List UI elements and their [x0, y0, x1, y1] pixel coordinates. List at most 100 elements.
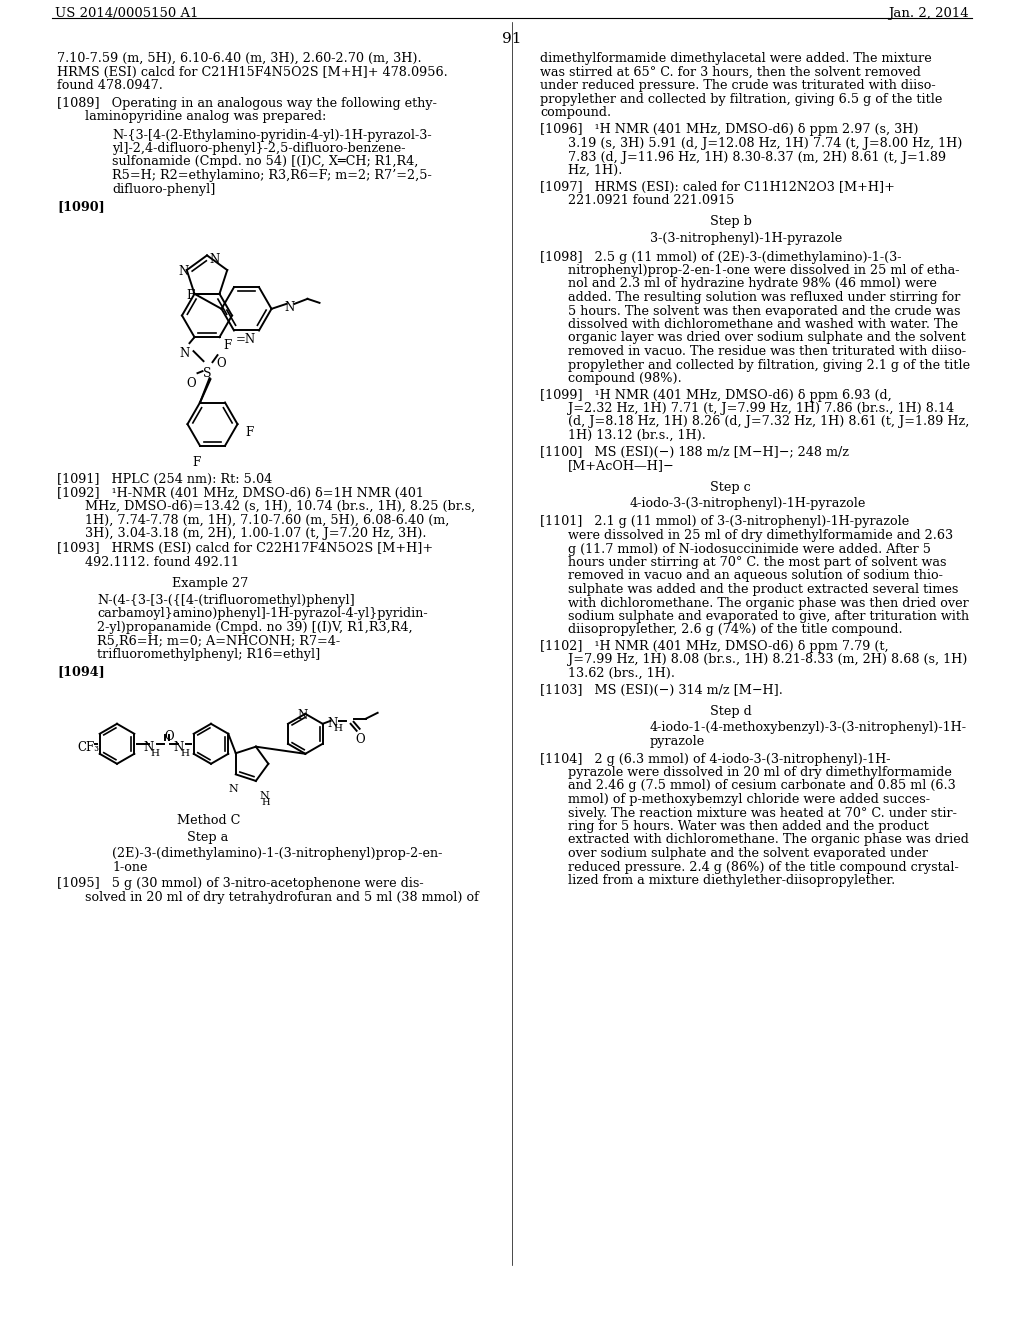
Text: propylether and collected by filtration, giving 6.5 g of the title: propylether and collected by filtration,… [540, 92, 942, 106]
Text: [1094]: [1094] [57, 665, 104, 678]
Text: propylether and collected by filtration, giving 2.1 g of the title: propylether and collected by filtration,… [568, 359, 970, 371]
Text: nitrophenyl)prop-2-en-1-one were dissolved in 25 ml of etha-: nitrophenyl)prop-2-en-1-one were dissolv… [568, 264, 959, 277]
Text: difluoro-phenyl]: difluoro-phenyl] [112, 182, 215, 195]
Text: [1103]   MS (ESI)(−) 314 m/z [M−H].: [1103] MS (ESI)(−) 314 m/z [M−H]. [540, 684, 783, 697]
Text: removed in vacuo and an aqueous solution of sodium thio-: removed in vacuo and an aqueous solution… [568, 569, 943, 582]
Text: sulfonamide (Cmpd. no 54) [(I)C, X═CH; R1,R4,: sulfonamide (Cmpd. no 54) [(I)C, X═CH; R… [112, 156, 419, 169]
Text: N: N [229, 784, 239, 795]
Text: Step d: Step d [710, 705, 752, 718]
Text: [1091]   HPLC (254 nm): Rt: 5.04: [1091] HPLC (254 nm): Rt: 5.04 [57, 473, 272, 486]
Text: organic layer was dried over sodium sulphate and the solvent: organic layer was dried over sodium sulp… [568, 331, 966, 345]
Text: were dissolved in 25 ml of dry dimethylformamide and 2.63: were dissolved in 25 ml of dry dimethylf… [568, 529, 953, 543]
Text: was stirred at 65° C. for 3 hours, then the solvent removed: was stirred at 65° C. for 3 hours, then … [540, 66, 921, 78]
Text: J=7.99 Hz, 1H) 8.08 (br.s., 1H) 8.21-8.33 (m, 2H) 8.68 (s, 1H): J=7.99 Hz, 1H) 8.08 (br.s., 1H) 8.21-8.3… [568, 653, 968, 667]
Text: O: O [164, 730, 174, 743]
Text: and 2.46 g (7.5 mmol) of cesium carbonate and 0.85 ml (6.3: and 2.46 g (7.5 mmol) of cesium carbonat… [568, 780, 955, 792]
Text: mmol) of p-methoxybemzyl chloride were added succes-: mmol) of p-methoxybemzyl chloride were a… [568, 793, 930, 807]
Text: H: H [333, 723, 342, 733]
Text: H: H [151, 748, 160, 758]
Text: compound (98%).: compound (98%). [568, 372, 682, 385]
Text: N: N [297, 709, 307, 722]
Text: Step c: Step c [710, 480, 751, 494]
Text: found 478.0947.: found 478.0947. [57, 79, 163, 92]
Text: N: N [285, 301, 295, 314]
Text: H: H [261, 797, 270, 807]
Text: Jan. 2, 2014: Jan. 2, 2014 [889, 7, 969, 20]
Text: N: N [260, 791, 269, 801]
Text: [1101]   2.1 g (11 mmol) of 3-(3-nitrophenyl)-1H-pyrazole: [1101] 2.1 g (11 mmol) of 3-(3-nitrophen… [540, 516, 909, 528]
Text: sodium sulphate and evaporated to give, after trituration with: sodium sulphate and evaporated to give, … [568, 610, 969, 623]
Text: 7.10-7.59 (m, 5H), 6.10-6.40 (m, 3H), 2.60-2.70 (m, 3H).: 7.10-7.59 (m, 5H), 6.10-6.40 (m, 3H), 2.… [57, 51, 422, 65]
Text: 91: 91 [502, 32, 522, 46]
Text: [M+AcOH—H]−: [M+AcOH—H]− [568, 459, 675, 473]
Text: 3.19 (s, 3H) 5.91 (d, J=12.08 Hz, 1H) 7.74 (t, J=8.00 Hz, 1H): 3.19 (s, 3H) 5.91 (d, J=12.08 Hz, 1H) 7.… [568, 137, 963, 150]
Text: 13.62 (brs., 1H).: 13.62 (brs., 1H). [568, 667, 675, 680]
Text: F: F [186, 289, 195, 302]
Text: reduced pressure. 2.4 g (86%) of the title compound crystal-: reduced pressure. 2.4 g (86%) of the tit… [568, 861, 958, 874]
Text: pyrazole were dissolved in 20 ml of dry dimethylformamide: pyrazole were dissolved in 20 ml of dry … [568, 766, 952, 779]
Text: HRMS (ESI) calcd for C21H15F4N5O2S [M+H]+ 478.0956.: HRMS (ESI) calcd for C21H15F4N5O2S [M+H]… [57, 66, 447, 78]
Text: N-{3-[4-(2-Ethylamino-pyridin-4-yl)-1H-pyrazol-3-: N-{3-[4-(2-Ethylamino-pyridin-4-yl)-1H-p… [112, 128, 432, 141]
Text: N-(4-{3-[3-({[4-(trifluoromethyl)phenyl]: N-(4-{3-[3-({[4-(trifluoromethyl)phenyl] [97, 594, 354, 607]
Text: O: O [355, 733, 366, 746]
Text: g (11.7 mmol) of N-iodosuccinimide were added. After 5: g (11.7 mmol) of N-iodosuccinimide were … [568, 543, 931, 556]
Text: [1098]   2.5 g (11 mmol) of (2E)-3-(dimethylamino)-1-(3-: [1098] 2.5 g (11 mmol) of (2E)-3-(dimeth… [540, 251, 901, 264]
Text: added. The resulting solution was refluxed under stirring for: added. The resulting solution was reflux… [568, 290, 961, 304]
Text: [1095]   5 g (30 mmol) of 3-nitro-acetophenone were dis-: [1095] 5 g (30 mmol) of 3-nitro-acetophe… [57, 878, 424, 891]
Text: R5=H; R2=ethylamino; R3,R6=F; m=2; R7’=2,5-: R5=H; R2=ethylamino; R3,R6=F; m=2; R7’=2… [112, 169, 432, 182]
Text: 221.0921 found 221.0915: 221.0921 found 221.0915 [568, 194, 734, 207]
Text: carbamoyl}amino)phenyl]-1H-pyrazol-4-yl}pyridin-: carbamoyl}amino)phenyl]-1H-pyrazol-4-yl}… [97, 607, 428, 620]
Text: [1089]   Operating in an analogous way the following ethy-: [1089] Operating in an analogous way the… [57, 96, 437, 110]
Text: [1100]   MS (ESI)(−) 188 m/z [M−H]−; 248 m/z: [1100] MS (ESI)(−) 188 m/z [M−H]−; 248 m… [540, 446, 849, 458]
Text: O: O [186, 378, 197, 391]
Text: nol and 2.3 ml of hydrazine hydrate 98% (46 mmol) were: nol and 2.3 ml of hydrazine hydrate 98% … [568, 277, 937, 290]
Text: Hz, 1H).: Hz, 1H). [568, 164, 623, 177]
Text: [1097]   HRMS (ESI): caled for C11H12N2O3 [M+H]+: [1097] HRMS (ESI): caled for C11H12N2O3 … [540, 181, 895, 194]
Text: Step a: Step a [187, 830, 228, 843]
Text: compound.: compound. [540, 106, 611, 119]
Text: 1H) 13.12 (br.s., 1H).: 1H) 13.12 (br.s., 1H). [568, 429, 706, 442]
Text: F: F [223, 339, 231, 352]
Text: ring for 5 hours. Water was then added and the product: ring for 5 hours. Water was then added a… [568, 820, 929, 833]
Text: 1-one: 1-one [112, 861, 147, 874]
Text: (d, J=8.18 Hz, 1H) 8.26 (d, J=7.32 Hz, 1H) 8.61 (t, J=1.89 Hz,: (d, J=8.18 Hz, 1H) 8.26 (d, J=7.32 Hz, 1… [568, 416, 970, 429]
Text: J=2.32 Hz, 1H) 7.71 (t, J=7.99 Hz, 1H) 7.86 (br.s., 1H) 8.14: J=2.32 Hz, 1H) 7.71 (t, J=7.99 Hz, 1H) 7… [568, 403, 954, 414]
Text: solved in 20 ml of dry tetrahydrofuran and 5 ml (38 mmol) of: solved in 20 ml of dry tetrahydrofuran a… [85, 891, 479, 904]
Text: CF₃: CF₃ [77, 741, 99, 754]
Text: Step b: Step b [710, 215, 752, 228]
Text: N: N [179, 347, 189, 360]
Text: R5,R6=H; m=0; A=NHCONH; R7=4-: R5,R6=H; m=0; A=NHCONH; R7=4- [97, 635, 340, 647]
Text: 5 hours. The solvent was then evaporated and the crude was: 5 hours. The solvent was then evaporated… [568, 305, 961, 318]
Text: F: F [246, 426, 254, 440]
Text: MHz, DMSO-d6)=13.42 (s, 1H), 10.74 (br.s., 1H), 8.25 (br.s,: MHz, DMSO-d6)=13.42 (s, 1H), 10.74 (br.s… [85, 500, 475, 512]
Text: removed in vacuo. The residue was then triturated with diiso-: removed in vacuo. The residue was then t… [568, 345, 966, 358]
Text: [1099]   ¹H NMR (401 MHz, DMSO-d6) δ ppm 6.93 (d,: [1099] ¹H NMR (401 MHz, DMSO-d6) δ ppm 6… [540, 388, 892, 401]
Text: S: S [203, 367, 212, 380]
Text: 4-iodo-3-(3-nitrophenyl)-1H-pyrazole: 4-iodo-3-(3-nitrophenyl)-1H-pyrazole [630, 498, 866, 510]
Text: dissolved with dichloromethane and washed with water. The: dissolved with dichloromethane and washe… [568, 318, 958, 331]
Text: 492.1112. found 492.11: 492.1112. found 492.11 [85, 556, 239, 569]
Text: 3H), 3.04-3.18 (m, 2H), 1.00-1.07 (t, J=7.20 Hz, 3H).: 3H), 3.04-3.18 (m, 2H), 1.00-1.07 (t, J=… [85, 527, 427, 540]
Text: N: N [210, 253, 220, 267]
Text: Method C: Method C [177, 814, 241, 828]
Text: [1090]: [1090] [57, 201, 104, 213]
Text: with dichloromethane. The organic phase was then dried over: with dichloromethane. The organic phase … [568, 597, 969, 610]
Text: sively. The reaction mixture was heated at 70° C. under stir-: sively. The reaction mixture was heated … [568, 807, 956, 820]
Text: extracted with dichloromethane. The organic phase was dried: extracted with dichloromethane. The orga… [568, 833, 969, 846]
Text: N: N [174, 741, 184, 754]
Text: N: N [328, 717, 338, 730]
Text: yl]-2,4-difluoro-phenyl}-2,5-difluoro-benzene-: yl]-2,4-difluoro-phenyl}-2,5-difluoro-be… [112, 143, 406, 154]
Text: 2-yl)propanamide (Cmpd. no 39) [(I)V, R1,R3,R4,: 2-yl)propanamide (Cmpd. no 39) [(I)V, R1… [97, 620, 413, 634]
Text: H: H [180, 748, 189, 758]
Text: dimethylformamide dimethylacetal were added. The mixture: dimethylformamide dimethylacetal were ad… [540, 51, 932, 65]
Text: 3-(3-nitrophenyl)-1H-pyrazole: 3-(3-nitrophenyl)-1H-pyrazole [650, 232, 843, 246]
Text: under reduced pressure. The crude was triturated with diiso-: under reduced pressure. The crude was tr… [540, 79, 936, 92]
Text: 7.83 (d, J=11.96 Hz, 1H) 8.30-8.37 (m, 2H) 8.61 (t, J=1.89: 7.83 (d, J=11.96 Hz, 1H) 8.30-8.37 (m, 2… [568, 150, 946, 164]
Text: Example 27: Example 27 [172, 577, 248, 590]
Text: 4-iodo-1-(4-methoxybenzyl)-3-(3-nitrophenyl)-1H-: 4-iodo-1-(4-methoxybenzyl)-3-(3-nitrophe… [650, 722, 967, 734]
Text: [1092]   ¹H-NMR (401 MHz, DMSO-d6) δ=1H NMR (401: [1092] ¹H-NMR (401 MHz, DMSO-d6) δ=1H NM… [57, 486, 424, 499]
Text: [1102]   ¹H NMR (401 MHz, DMSO-d6) δ ppm 7.79 (t,: [1102] ¹H NMR (401 MHz, DMSO-d6) δ ppm 7… [540, 640, 889, 653]
Text: =N: =N [236, 334, 256, 346]
Text: [1096]   ¹H NMR (401 MHz, DMSO-d6) δ ppm 2.97 (s, 3H): [1096] ¹H NMR (401 MHz, DMSO-d6) δ ppm 2… [540, 124, 919, 136]
Text: over sodium sulphate and the solvent evaporated under: over sodium sulphate and the solvent eva… [568, 847, 928, 861]
